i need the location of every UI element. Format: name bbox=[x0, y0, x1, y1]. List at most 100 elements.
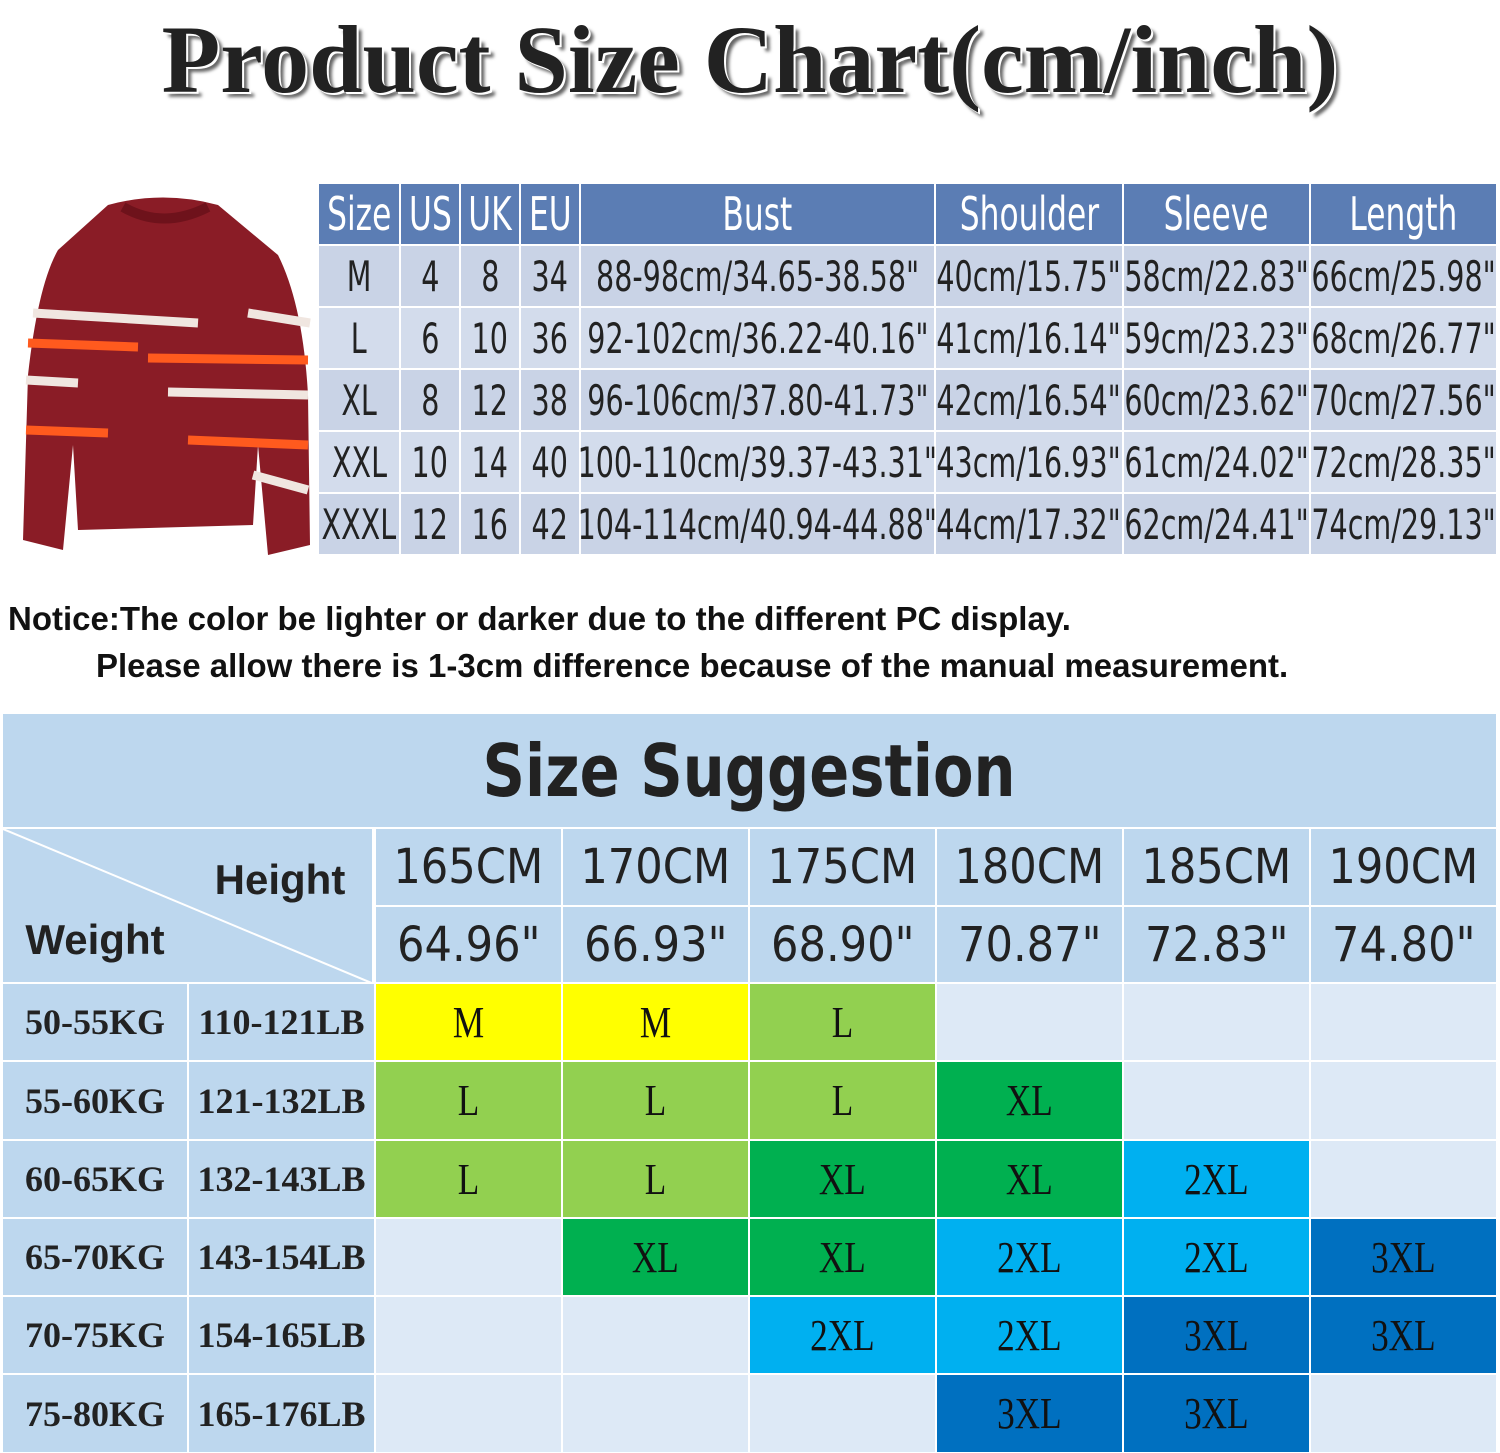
cell-text: 16 bbox=[471, 499, 509, 549]
cell-text: 8 bbox=[480, 251, 500, 301]
size-cell: XXL bbox=[318, 431, 400, 493]
size-suggestion bbox=[936, 983, 1123, 1061]
cell-text: 180CM bbox=[954, 839, 1105, 895]
size-suggestion: XL bbox=[749, 1218, 936, 1296]
weight-kg: 70-75KG bbox=[2, 1296, 188, 1374]
size-header: Sleeve bbox=[1123, 183, 1310, 245]
cell-text: 170CM bbox=[580, 839, 731, 895]
size-header: Length bbox=[1310, 183, 1497, 245]
size-cell: 14 bbox=[460, 431, 520, 493]
cell-text: XL bbox=[632, 1232, 679, 1282]
cell-text: Shoulder bbox=[959, 187, 1099, 241]
cell-text: M bbox=[639, 997, 672, 1047]
size-header: UK bbox=[460, 183, 520, 245]
cell-text: 88-98cm/34.65-38.58" bbox=[595, 251, 920, 301]
size-cell: 62cm/24.41" bbox=[1123, 493, 1310, 555]
size-cell: 42cm/16.54" bbox=[935, 369, 1123, 431]
size-cell: 88-98cm/34.65-38.58" bbox=[580, 245, 935, 307]
height-in: 74.80" bbox=[1310, 906, 1497, 983]
cell-text: L bbox=[457, 1154, 480, 1204]
size-cell: 8 bbox=[400, 369, 460, 431]
size-cell: 36 bbox=[520, 307, 580, 369]
cell-text: 55-60KG bbox=[25, 1080, 165, 1121]
sweater-image bbox=[23, 197, 311, 555]
size-suggestion bbox=[1310, 1061, 1497, 1140]
cell-text: 3XL bbox=[1184, 1389, 1249, 1438]
cell-text: L bbox=[644, 1076, 667, 1125]
height-cm: 185CM bbox=[1123, 828, 1310, 906]
weight-lb: 165-176LB bbox=[188, 1374, 375, 1453]
cell-text: 143-154LB bbox=[197, 1237, 366, 1277]
height-cm: 170CM bbox=[562, 828, 749, 906]
cell-text: 36 bbox=[531, 313, 569, 363]
cell-text: 72.83" bbox=[1144, 916, 1289, 973]
size-suggestion: 2XL bbox=[749, 1296, 936, 1374]
cell-text: 10 bbox=[411, 437, 449, 487]
cell-text: 74.80" bbox=[1331, 916, 1476, 973]
weight-kg: 75-80KG bbox=[2, 1374, 188, 1453]
cell-text: 68cm/26.77" bbox=[1311, 313, 1496, 363]
cell-text: L bbox=[351, 313, 367, 363]
cell-text: 3XL bbox=[1184, 1310, 1249, 1360]
size-header: EU bbox=[520, 183, 580, 245]
height-label: Height bbox=[200, 845, 360, 915]
height-cm: 165CM bbox=[375, 828, 562, 906]
weight-label: Weight bbox=[10, 905, 180, 975]
size-suggestion: 3XL bbox=[1310, 1218, 1497, 1296]
cell-text: 175CM bbox=[767, 839, 918, 895]
cell-text: 68.90" bbox=[770, 916, 915, 973]
size-cell: 40cm/15.75" bbox=[935, 245, 1123, 307]
cell-text: Size bbox=[326, 187, 392, 241]
cell-text: 190CM bbox=[1328, 839, 1479, 895]
cell-text: US bbox=[408, 187, 452, 241]
cell-text: 3XL bbox=[1371, 1310, 1436, 1360]
height-in: 70.87" bbox=[936, 906, 1123, 983]
cell-text: 100-110cm/39.37-43.31" bbox=[577, 437, 938, 487]
size-suggestion: XL bbox=[936, 1140, 1123, 1218]
size-cell: 10 bbox=[400, 431, 460, 493]
cell-text: 66.93" bbox=[583, 916, 728, 973]
size-cell: 68cm/26.77" bbox=[1310, 307, 1497, 369]
cell-text: L bbox=[457, 1076, 480, 1125]
cell-text: 2XL bbox=[997, 1232, 1062, 1282]
size-suggestion bbox=[1123, 1061, 1310, 1140]
cell-text: Bust bbox=[722, 187, 793, 241]
size-cell: 34 bbox=[520, 245, 580, 307]
cell-text: 58cm/22.83" bbox=[1124, 251, 1309, 301]
cell-text: 38 bbox=[531, 375, 569, 425]
weight-kg: 50-55KG bbox=[2, 983, 188, 1061]
cell-text: XL bbox=[341, 375, 377, 425]
cell-text: 60-65KG bbox=[25, 1159, 165, 1199]
cell-text: 154-165LB bbox=[197, 1315, 366, 1355]
cell-text: XL bbox=[1006, 1154, 1053, 1204]
size-header: Bust bbox=[580, 183, 935, 245]
suggestion-title: Size Suggestion bbox=[2, 713, 1497, 828]
cell-text: 61cm/24.02" bbox=[1124, 437, 1309, 487]
cell-text: L bbox=[831, 997, 854, 1047]
cell-text: M bbox=[452, 997, 485, 1047]
size-cell: 12 bbox=[460, 369, 520, 431]
cell-text: 8 bbox=[420, 375, 440, 425]
cell-text: 92-102cm/36.22-40.16" bbox=[586, 313, 929, 363]
size-header: Shoulder bbox=[935, 183, 1123, 245]
cell-text: 2XL bbox=[810, 1310, 875, 1360]
cell-text: 41cm/16.14" bbox=[936, 313, 1122, 363]
size-header: Size bbox=[318, 183, 400, 245]
size-suggestion bbox=[375, 1296, 562, 1374]
weight-lb: 121-132LB bbox=[188, 1061, 375, 1140]
cell-text: 3XL bbox=[997, 1389, 1062, 1438]
size-cell: 58cm/22.83" bbox=[1123, 245, 1310, 307]
size-cell: 12 bbox=[400, 493, 460, 555]
cell-text: 40cm/15.75" bbox=[936, 251, 1122, 301]
size-suggestion bbox=[375, 1374, 562, 1453]
size-cell: 38 bbox=[520, 369, 580, 431]
cell-text: 121-132LB bbox=[197, 1080, 366, 1121]
size-cell: 16 bbox=[460, 493, 520, 555]
cell-text: 4 bbox=[420, 251, 440, 301]
size-suggestion: XL bbox=[936, 1061, 1123, 1140]
height-cm: 190CM bbox=[1310, 828, 1497, 906]
weight-kg: 60-65KG bbox=[2, 1140, 188, 1218]
cell-text: 50-55KG bbox=[25, 1002, 165, 1042]
cell-text: 74cm/29.13" bbox=[1311, 499, 1496, 549]
